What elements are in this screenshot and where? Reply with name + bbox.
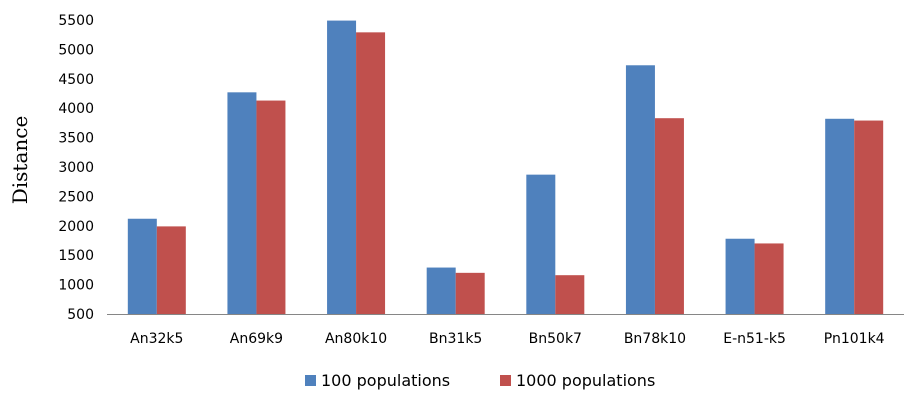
legend-swatch bbox=[305, 375, 316, 386]
x-tick-label: An69k9 bbox=[230, 331, 283, 347]
y-tick-label: 4000 bbox=[58, 101, 94, 117]
y-tick-label: 3000 bbox=[58, 160, 94, 176]
legend-label: 1000 populations bbox=[516, 371, 655, 390]
bar-series1-E-n51-k5 bbox=[725, 238, 755, 314]
x-tick-label: Pn101k4 bbox=[824, 331, 885, 347]
y-tick-label: 4500 bbox=[58, 72, 94, 88]
y-tick-label: 2000 bbox=[58, 219, 94, 235]
legend: 100 populations 1000 populations bbox=[305, 371, 655, 390]
bar-series1-Bn31k5 bbox=[426, 267, 456, 314]
bar-series2-An32k5 bbox=[156, 226, 186, 314]
bar-series2-Pn101k4 bbox=[854, 120, 884, 314]
x-tick-label: E-n51-k5 bbox=[723, 331, 786, 347]
bar-series2-Bn78k10 bbox=[654, 118, 684, 314]
bar-series1-Bn50k7 bbox=[526, 174, 556, 314]
bar-series2-Bn50k7 bbox=[555, 275, 585, 314]
y-tick-label: 2500 bbox=[58, 189, 94, 205]
legend-label: 100 populations bbox=[321, 371, 450, 390]
y-tick-label: 1000 bbox=[58, 278, 94, 294]
x-tick-label: An80k10 bbox=[325, 331, 387, 347]
y-tick-label: 3500 bbox=[58, 131, 94, 147]
x-tick-label: Bn50k7 bbox=[529, 331, 582, 347]
x-tick-label: An32k5 bbox=[130, 331, 183, 347]
bars bbox=[127, 20, 884, 315]
y-tick-label: 500 bbox=[67, 307, 94, 323]
y-tick-label: 5500 bbox=[58, 13, 94, 29]
y-axis-label: Distance bbox=[8, 116, 32, 205]
bar-series2-Bn31k5 bbox=[455, 272, 485, 314]
x-axis: An32k5 An69k9 An80k10 Bn31k5 Bn50k7 Bn78k10 E-… bbox=[107, 314, 904, 347]
y-tick-label: 1500 bbox=[58, 248, 94, 264]
bar-series1-Bn78k10 bbox=[625, 65, 655, 314]
legend-swatch bbox=[500, 375, 511, 386]
x-tick-label: Bn31k5 bbox=[429, 331, 482, 347]
bar-series2-E-n51-k5 bbox=[754, 243, 784, 314]
bar-series1-Pn101k4 bbox=[825, 118, 855, 314]
y-axis: 500 1000 1500 2000 2500 3000 3500 4000 4500 5000 5… bbox=[58, 13, 94, 323]
bar-series1-An32k5 bbox=[127, 218, 157, 314]
bar-series1-An80k10 bbox=[327, 20, 357, 314]
bar-series2-An80k10 bbox=[356, 32, 386, 315]
x-tick-label: Bn78k10 bbox=[624, 331, 686, 347]
bar-series1-An69k9 bbox=[227, 92, 257, 314]
bar-series2-An69k9 bbox=[256, 100, 286, 314]
y-tick-label: 5000 bbox=[58, 42, 94, 58]
